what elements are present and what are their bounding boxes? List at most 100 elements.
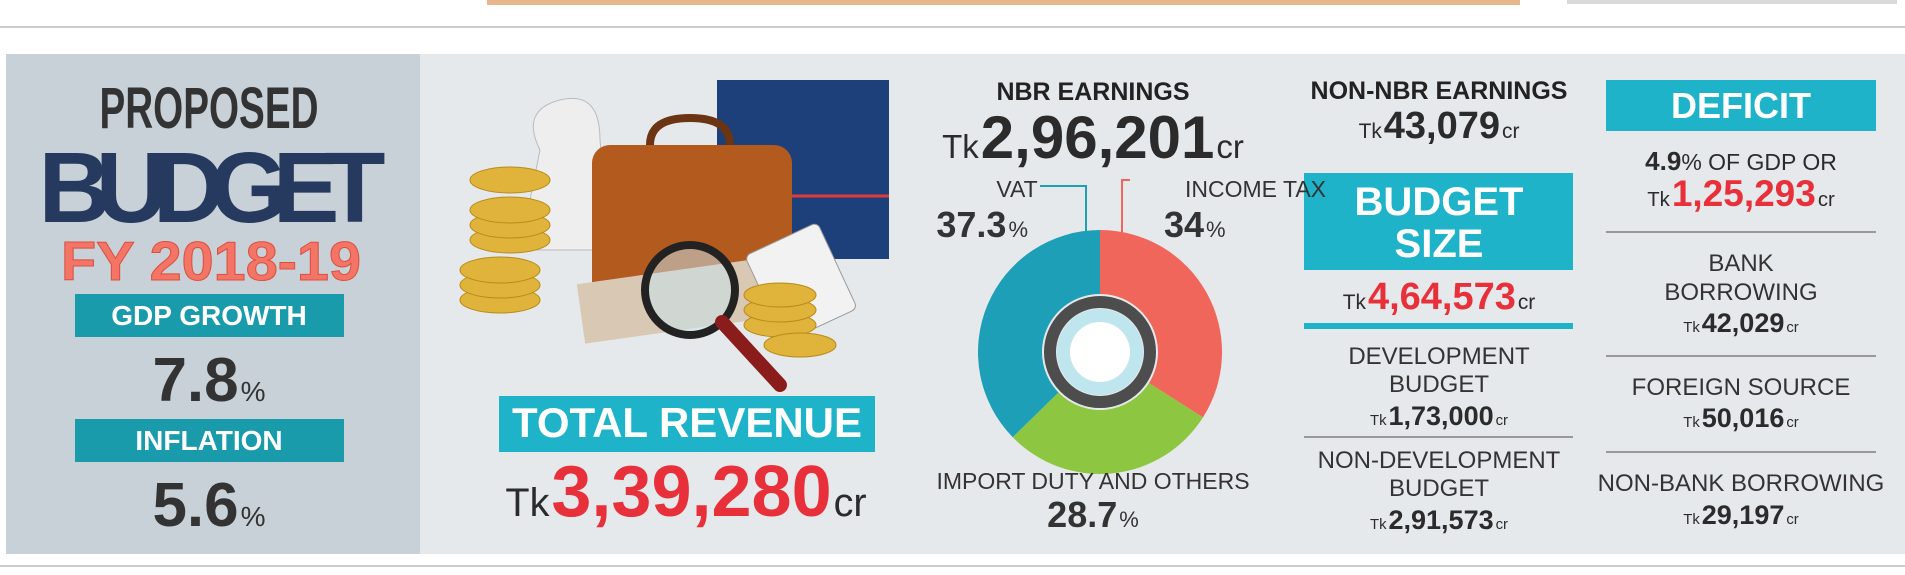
pie-slice xyxy=(1100,230,1222,418)
top-strip xyxy=(1567,0,1897,4)
total-revenue-label-part: TOTAL REVENUE xyxy=(512,399,862,446)
slice-label: IMPORT DUTY AND OTHERS xyxy=(936,468,1249,494)
indicator-label: INFLATION xyxy=(135,425,282,456)
financing-amount-part: cr xyxy=(1786,320,1798,336)
deficit-gdp-part: % OF GDP OR xyxy=(1681,149,1837,175)
financing-label-part: BANK xyxy=(1708,250,1773,277)
financing-amount: Tk29,197 cr xyxy=(1683,500,1799,530)
non-development-amount-part: cr xyxy=(1496,517,1508,533)
fiscal-year-part: FY 2018-19 xyxy=(61,230,361,292)
financing-amount-part: cr xyxy=(1786,512,1798,528)
financing-label: NON-BANK BORROWING xyxy=(1598,470,1885,497)
slice-value: 34% xyxy=(1164,204,1226,245)
budget-size-rule xyxy=(1304,323,1573,329)
non-nbr-amount-part: 43,079 xyxy=(1384,105,1500,147)
financing-label-part: BORROWING xyxy=(1664,279,1817,306)
development-amount-part: Tk xyxy=(1370,413,1387,429)
budget-size-label-part: BUDGET xyxy=(1355,180,1524,224)
financing-amount-part: 50,016 xyxy=(1702,403,1785,433)
slice-value-part: 37.3 xyxy=(936,204,1006,245)
non-nbr-label: NON-NBR EARNINGS xyxy=(1311,77,1568,105)
indicator-value-part: % xyxy=(241,376,266,407)
top-image-strip xyxy=(487,0,1520,5)
total-revenue-amount-part: 3,39,280 xyxy=(551,452,831,532)
nbr-amount: Tk2,96,201cr xyxy=(942,104,1244,171)
non-nbr-label-part: NON-NBR EARNINGS xyxy=(1311,77,1568,105)
slice-value-part: 34 xyxy=(1164,204,1204,245)
deficit-gdp: 4.9% OF GDP OR xyxy=(1645,146,1837,176)
slice-label: INCOME TAX xyxy=(1185,176,1326,202)
indicator-label-part: INFLATION xyxy=(135,425,282,456)
deficit-box xyxy=(1606,80,1876,131)
slice-label-part: INCOME TAX xyxy=(1185,176,1326,202)
financing-amount-part: 29,197 xyxy=(1702,500,1785,530)
pie-slice xyxy=(1012,383,1204,474)
money-illustration xyxy=(459,80,889,392)
development-amount-part: cr xyxy=(1496,413,1508,429)
inflation-box xyxy=(75,419,344,462)
title-budget: BUDGET xyxy=(39,132,386,244)
nbr-amount-part: 2,96,201 xyxy=(981,104,1215,171)
deficit-amount-part: 1,25,293 xyxy=(1672,173,1816,214)
indicator-value-part: % xyxy=(241,501,266,532)
non-nbr-amount-part: Tk xyxy=(1359,120,1383,143)
budget-size-label: BUDGET xyxy=(1355,180,1524,224)
fiscal-year: FY 2018-19 xyxy=(61,230,361,292)
indicator-value: 7.8% xyxy=(152,346,265,415)
financing-amount-part: Tk xyxy=(1683,415,1700,431)
budget-size-label: SIZE xyxy=(1395,222,1484,266)
slice-label-part: IMPORT DUTY AND OTHERS xyxy=(936,468,1249,494)
non-development-amount: Tk2,91,573 cr xyxy=(1370,505,1508,535)
slice-value-part: 28.7 xyxy=(1047,494,1117,535)
slice-value-part: % xyxy=(1206,217,1226,242)
slice-value-part: % xyxy=(1119,507,1139,532)
leader-lines xyxy=(1040,179,1130,236)
financing-label-part: FOREIGN SOURCE xyxy=(1632,374,1851,401)
non-development-label-part: BUDGET xyxy=(1389,475,1489,502)
budget-size-amount-part: Tk xyxy=(1343,291,1367,314)
indicator-label-part: GDP GROWTH xyxy=(111,300,306,331)
financing-label: BORROWING xyxy=(1664,279,1817,306)
budget-size-box xyxy=(1304,173,1573,270)
financing-amount-part: Tk xyxy=(1683,512,1700,528)
deficit-label-part: DEFICIT xyxy=(1671,85,1811,126)
indicator-value-part: 5.6 xyxy=(152,471,238,540)
financing-amount-part: 42,029 xyxy=(1702,308,1785,338)
slice-label: VAT xyxy=(996,176,1037,202)
financing-label-part: NON-BANK BORROWING xyxy=(1598,470,1885,497)
total-revenue-amount-part: Tk xyxy=(505,481,549,525)
title-proposed: PROPOSED xyxy=(100,76,319,141)
total-revenue-box xyxy=(499,396,875,452)
deficit-label: DEFICIT xyxy=(1671,85,1811,126)
nbr-label: NBR EARNINGS xyxy=(996,78,1189,106)
total-revenue-label: TOTAL REVENUE xyxy=(512,399,862,446)
financing-amount: Tk42,029 cr xyxy=(1683,308,1799,338)
pie-slice xyxy=(977,230,1100,438)
donut-ring xyxy=(1044,296,1156,408)
slice-value: 37.3% xyxy=(936,204,1028,245)
development-amount-part: 1,73,000 xyxy=(1389,401,1494,431)
budget-size-amount-part: cr xyxy=(1518,291,1535,314)
total-revenue-amount: Tk3,39,280cr xyxy=(505,452,866,532)
financing-label: BANK xyxy=(1708,250,1773,277)
financing-amount: Tk50,016 cr xyxy=(1683,403,1799,433)
non-nbr-amount: Tk43,079cr xyxy=(1359,105,1520,147)
indicator-value-part: 7.8 xyxy=(152,346,238,415)
financing-label: FOREIGN SOURCE xyxy=(1632,374,1851,401)
budget-size-amount: Tk4,64,573cr xyxy=(1343,276,1536,318)
nbr-label-part: NBR EARNINGS xyxy=(996,78,1189,106)
indicator-label: GDP GROWTH xyxy=(111,300,306,331)
non-development-label: NON-DEVELOPMENT xyxy=(1318,447,1561,474)
slice-value-part: % xyxy=(1008,217,1028,242)
non-nbr-amount-part: cr xyxy=(1502,120,1519,143)
development-label: DEVELOPMENT xyxy=(1348,343,1530,370)
development-label-part: BUDGET xyxy=(1389,371,1489,398)
non-development-label-part: NON-DEVELOPMENT xyxy=(1318,447,1561,474)
donut-hole xyxy=(1070,322,1130,382)
non-development-amount-part: Tk xyxy=(1370,517,1387,533)
deficit-amount: Tk1,25,293cr xyxy=(1647,173,1835,214)
financing-amount-part: cr xyxy=(1786,415,1798,431)
slice-value: 28.7% xyxy=(1047,494,1139,535)
non-development-amount-part: 2,91,573 xyxy=(1389,505,1494,535)
